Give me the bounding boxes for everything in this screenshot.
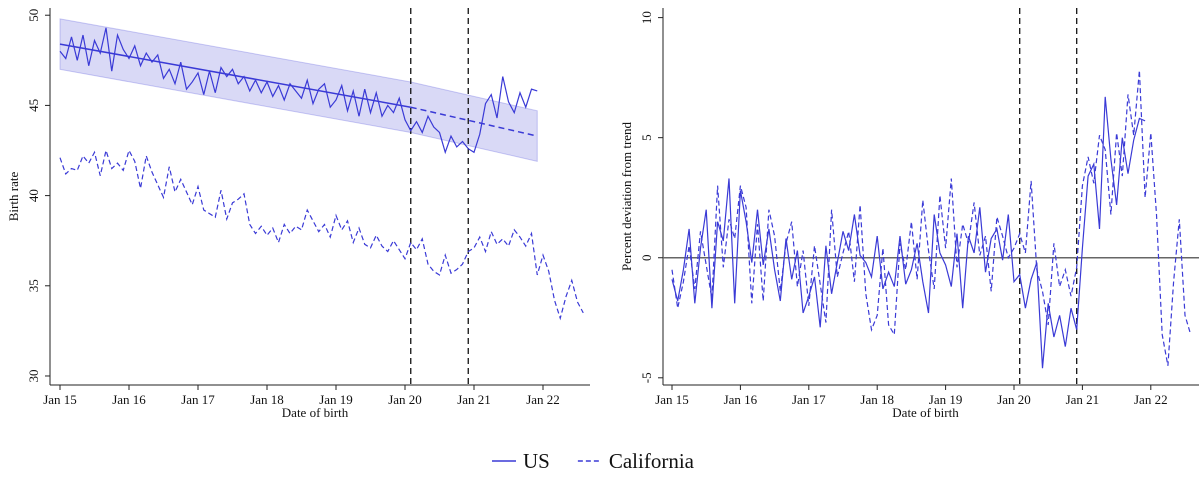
x-axis-label: Date of birth [892,405,959,420]
x-tick-label: Jan 20 [997,392,1031,407]
x-tick-label: Jan 17 [181,392,215,407]
y-tick-label: 0 [639,254,654,261]
trend-projection [410,106,538,137]
x-tick-label: Jan 21 [1066,392,1100,407]
x-axis-label: Date of birth [282,405,349,420]
x-tick-label: Jan 15 [655,392,689,407]
x-tick-label: Jan 22 [1134,392,1168,407]
x-tick-label: Jan 17 [792,392,826,407]
y-tick-label: 5 [639,134,654,141]
x-tick-label: Jan 18 [860,392,894,407]
y-axis-label: Birth rate [6,172,21,222]
y-tick-label: 45 [26,99,41,112]
legend-label: US [523,449,550,473]
x-tick-label: Jan 20 [388,392,422,407]
x-tick-label: Jan 16 [724,392,758,407]
x-tick-label: Jan 21 [457,392,491,407]
series-line [59,148,584,321]
series-line [59,27,538,155]
y-tick-label: 30 [26,369,41,382]
x-tick-label: Jan 15 [43,392,77,407]
legend-label: California [609,449,695,473]
y-tick-label: 50 [26,9,41,22]
x-tick-label: Jan 19 [319,392,353,407]
x-tick-label: Jan 19 [929,392,963,407]
x-tick-label: Jan 22 [526,392,560,407]
x-tick-label: Jan 18 [250,392,284,407]
y-axis-label: Percent deviation from trend [619,121,634,271]
y-tick-label: -5 [639,372,654,383]
confidence-band [59,18,538,162]
y-tick-label: 35 [26,279,41,292]
y-tick-label: 10 [639,11,654,24]
x-tick-label: Jan 16 [112,392,146,407]
y-tick-label: 40 [26,189,41,202]
series-line [671,70,1192,366]
series-line [671,96,1146,369]
